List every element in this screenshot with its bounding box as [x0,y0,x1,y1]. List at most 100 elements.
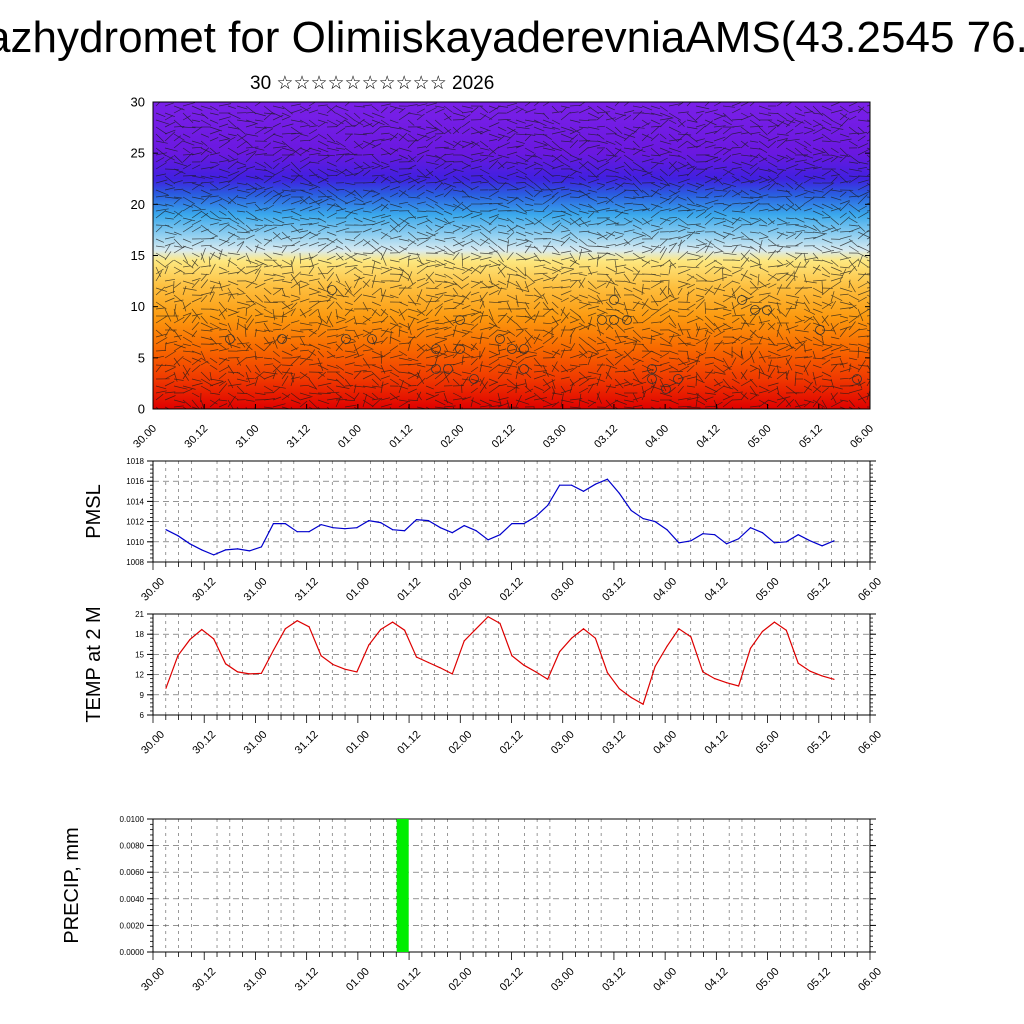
wind-barb [353,203,366,205]
wind-barb [758,322,765,331]
wind-barb [461,204,472,212]
wind-barb [335,294,349,298]
wind-barb [515,330,524,338]
wind-barb [650,321,663,324]
wind-barb [803,336,813,342]
wind-barb [866,329,870,332]
wind-barb [461,189,471,198]
x-tick-label: 31.00 [242,966,270,994]
wind-barb [695,260,704,268]
wind-barb [461,182,473,190]
wind-barb [488,112,499,121]
wind-barb [434,154,447,163]
wind-barb [866,210,870,212]
wind-barb [425,287,439,290]
wind-barb [353,119,364,126]
wind-barb [209,182,219,190]
wind-barb [191,314,198,324]
wind-barb [560,229,571,233]
wind-barb [191,378,202,382]
wind-barb [299,230,309,233]
wind-barb [191,357,201,362]
wind-barb [866,250,870,254]
wind-barb [470,342,477,352]
wind-barb [578,393,582,408]
wind-barb [425,232,439,240]
wind-barb [344,329,355,332]
wind-barb [848,363,852,373]
wind-barb [776,157,785,163]
wind-barb [236,241,245,254]
wind-barb [623,280,636,285]
wind-barb [155,157,165,163]
wind-barb [353,217,363,223]
wind-barb [596,105,609,115]
wind-barb [380,203,389,210]
wind-barb [182,219,192,226]
wind-barb [173,210,183,219]
wind-barb [569,134,579,142]
wind-barb [740,392,747,401]
wind-barb [371,213,386,219]
wind-barb [578,375,592,380]
wind-barb [587,112,600,119]
wind-barb [218,168,230,173]
wind-barb [794,159,807,163]
wind-barb [497,181,507,191]
wind-barb [749,189,761,196]
wind-barb [479,196,492,200]
wind-barb [371,165,381,170]
wind-barb [839,240,853,247]
wind-barb [542,387,551,394]
wind-barb [326,140,340,145]
wind-barb [218,292,231,296]
wind-barb [272,210,282,214]
data-point [606,672,609,674]
wind-barb [335,203,344,211]
data-point [368,520,370,522]
wind-barb [407,271,413,282]
wind-barb [263,126,273,129]
wind-barb [470,378,481,383]
wind-barb [245,392,255,398]
data-point [833,678,835,680]
wind-barb [686,350,690,362]
wind-barb [389,119,399,124]
wind-barb [470,159,482,163]
wind-barb [263,224,273,226]
wind-barb [740,346,743,359]
wind-barb [605,266,617,273]
wind-barb [200,181,214,184]
wind-barb [299,147,312,156]
wind-barb [515,383,526,387]
wind-barb [803,294,810,304]
wind-barb [857,255,863,268]
x-tick-label: 05.12 [805,729,833,757]
wind-barb [569,279,582,282]
wind-barb [308,385,317,390]
wind-barb [731,336,741,341]
wind-barb [758,183,771,191]
panel-frame [152,818,871,953]
wind-barb [650,281,663,289]
wind-barb [506,145,521,149]
wind-barb [749,252,760,261]
wind-barb [821,147,829,155]
wind-barb [164,381,175,387]
wind-barb [200,399,205,409]
wind-barb [587,222,601,226]
wind-barb [821,259,834,265]
wind-barb [596,363,603,373]
wind-barb [659,112,673,119]
wind-barb [695,327,708,331]
wind-barb [686,252,701,257]
wind-barb [398,308,408,317]
wind-barb [713,220,726,226]
wind-barb [506,385,520,389]
wind-barb [218,348,229,352]
wind-barb [578,182,592,188]
wind-barb [713,217,725,220]
wind-barb [677,322,684,335]
wind-barb [407,257,419,261]
wind-barb [542,403,557,408]
